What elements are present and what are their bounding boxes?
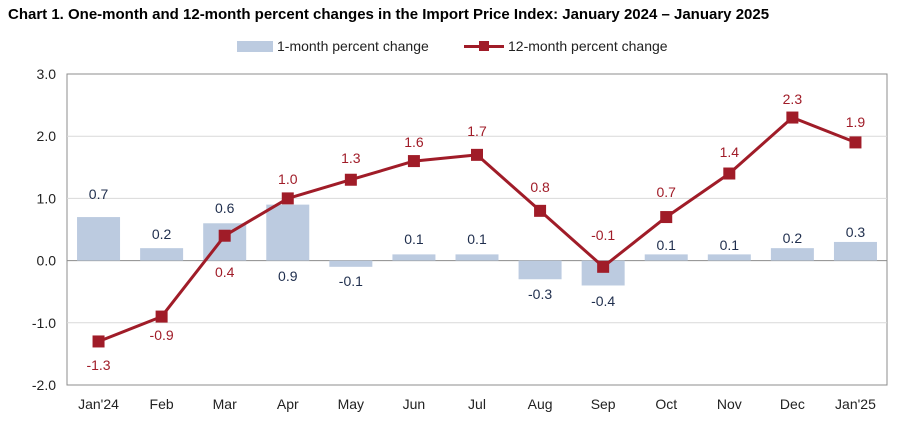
line-marker <box>92 335 105 348</box>
bar-data-label: 0.9 <box>278 268 298 284</box>
bar <box>518 260 562 280</box>
y-tick-label: -2.0 <box>32 377 56 393</box>
bar <box>140 248 184 261</box>
x-tick-label: Jul <box>468 396 486 412</box>
x-tick-label: Mar <box>213 396 237 412</box>
line-data-label: 1.0 <box>278 171 298 187</box>
x-tick-label: Sep <box>591 396 616 412</box>
legend-item-12-month: 12-month percent change <box>464 38 668 54</box>
x-tick-label: Apr <box>277 396 299 412</box>
x-tick-label: Jan'25 <box>835 396 876 412</box>
line-marker <box>786 111 799 124</box>
legend-item-1-month: 1-month percent change <box>237 38 429 54</box>
bar-data-label: 0.2 <box>783 230 803 246</box>
bar <box>770 248 814 261</box>
line-marker <box>344 173 357 186</box>
line-data-label: 1.6 <box>404 134 424 150</box>
bar <box>329 260 373 267</box>
bar-data-label: 0.7 <box>89 186 109 202</box>
y-tick-label: 3.0 <box>37 66 57 82</box>
bar <box>833 241 877 261</box>
bar-data-label: -0.3 <box>528 286 552 302</box>
bar <box>77 217 121 261</box>
chart-title: Chart 1. One-month and 12-month percent … <box>8 6 770 23</box>
line-data-label: 0.4 <box>215 264 235 280</box>
bar <box>392 254 436 261</box>
line-marker <box>281 192 294 205</box>
y-tick-label: 0.0 <box>37 253 57 269</box>
bar-data-label: -0.4 <box>591 293 615 309</box>
line-marker <box>471 148 483 161</box>
plot-frame <box>66 73 888 386</box>
line-data-label: -1.3 <box>86 357 110 373</box>
bar-data-label: 0.1 <box>404 231 424 247</box>
x-tick-label: Aug <box>528 396 553 412</box>
bar <box>455 254 499 261</box>
legend-bar-swatch <box>237 40 273 52</box>
bar-data-label: 0.1 <box>467 231 487 247</box>
line-data-label: 1.4 <box>720 144 740 160</box>
line-marker <box>849 136 862 149</box>
line-marker <box>660 211 673 224</box>
y-tick-label: -1.0 <box>32 315 56 331</box>
bar <box>707 254 751 261</box>
bar <box>266 204 310 261</box>
line-data-label: 1.3 <box>341 150 361 166</box>
line-data-label: 2.3 <box>783 91 803 107</box>
line-data-label: 1.7 <box>467 123 487 139</box>
x-tick-label: Oct <box>655 396 677 412</box>
line-marker <box>407 155 420 168</box>
x-tick-label: Jan'24 <box>78 396 119 412</box>
x-tick-label: Feb <box>150 396 174 412</box>
y-tick-label: 2.0 <box>37 128 57 144</box>
legend-label-12-month: 12-month percent change <box>508 38 668 54</box>
line-marker <box>534 204 547 217</box>
bar-data-label: 0.1 <box>656 237 676 253</box>
line-data-label: 1.9 <box>846 114 866 130</box>
line-marker <box>218 229 231 242</box>
line-data-label: -0.1 <box>591 227 615 243</box>
line-data-label: 0.7 <box>656 184 676 200</box>
x-tick-label: Nov <box>717 396 742 412</box>
legend-line-swatch <box>464 39 504 53</box>
bar <box>644 254 688 261</box>
bar-data-label: 0.6 <box>215 200 235 216</box>
bar-data-label: 0.1 <box>720 237 740 253</box>
line-marker <box>597 260 610 273</box>
line-data-label: -0.9 <box>150 327 174 343</box>
line-marker <box>723 167 736 180</box>
line-marker <box>155 310 168 323</box>
legend: 1-month percent change 12-month percent … <box>0 38 916 58</box>
bar-data-label: 0.2 <box>152 226 172 242</box>
bar-data-label: 0.3 <box>846 224 866 240</box>
x-tick-label: May <box>338 396 364 412</box>
x-tick-label: Dec <box>780 396 805 412</box>
line-data-label: 0.8 <box>530 179 550 195</box>
x-tick-label: Jun <box>403 396 426 412</box>
bar-data-label: -0.1 <box>339 273 363 289</box>
legend-label-1-month: 1-month percent change <box>277 38 429 54</box>
y-tick-label: 1.0 <box>37 190 57 206</box>
